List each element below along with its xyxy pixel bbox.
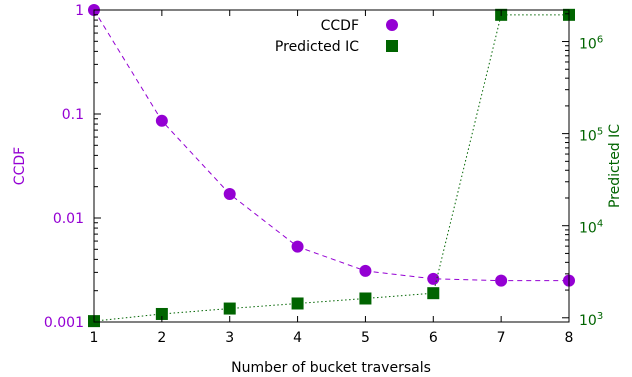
ccdf-point: [427, 272, 440, 285]
ccdf-point: [223, 188, 236, 201]
predicted-ic-point: [359, 292, 372, 305]
y-tick-label: 1: [75, 3, 84, 19]
predicted-ic-point: [427, 287, 440, 300]
predicted-ic-point: [291, 297, 304, 310]
y-tick-label: 0.01: [53, 211, 84, 227]
x-tick-label: 7: [497, 330, 506, 346]
legend-marker-ccdf: [386, 19, 398, 31]
legend-label-ccdf: CCDF: [321, 18, 359, 34]
predicted-ic-point: [223, 302, 236, 315]
y-tick-label: 0.1: [62, 107, 84, 123]
x-tick-label: 5: [361, 330, 370, 346]
y2-tick-label: 106: [579, 35, 603, 53]
predicted-ic-point: [155, 307, 168, 320]
ccdf-point: [291, 240, 304, 253]
ccdf-line: [93, 9, 569, 282]
predicted-ic-line: [93, 14, 569, 322]
y-tick-label: 0.001: [44, 315, 84, 331]
ccdf-point: [495, 274, 508, 287]
plot-frame: [93, 9, 570, 323]
x-tick-label: 1: [90, 330, 99, 346]
legend: CCDF Predicted IC: [275, 18, 398, 55]
x-tick-label: 3: [225, 330, 234, 346]
x-axis-label: Number of bucket traversals: [231, 360, 431, 376]
ticks-layer: 1 2 3 4 5 6 7 8 0.001 0.01 0.1 1 103 104 105 106: [44, 3, 603, 346]
ccdf-point: [359, 264, 372, 277]
y2-axis-label: Predicted IC: [607, 124, 623, 208]
x-tick-label: 6: [429, 330, 438, 346]
ccdf-point: [155, 114, 168, 127]
legend-label-predicted-ic: Predicted IC: [275, 39, 359, 55]
x-tick-label: 4: [293, 330, 302, 346]
x-tick-label: 2: [157, 330, 166, 346]
y2-tick-label: 103: [579, 311, 603, 329]
y2-tick-label: 105: [579, 127, 603, 145]
x-tick-label: 8: [565, 330, 574, 346]
y-axis-label: CCDF: [12, 147, 28, 185]
y2-tick-label: 104: [579, 219, 603, 237]
legend-marker-predicted-ic: [386, 40, 398, 52]
